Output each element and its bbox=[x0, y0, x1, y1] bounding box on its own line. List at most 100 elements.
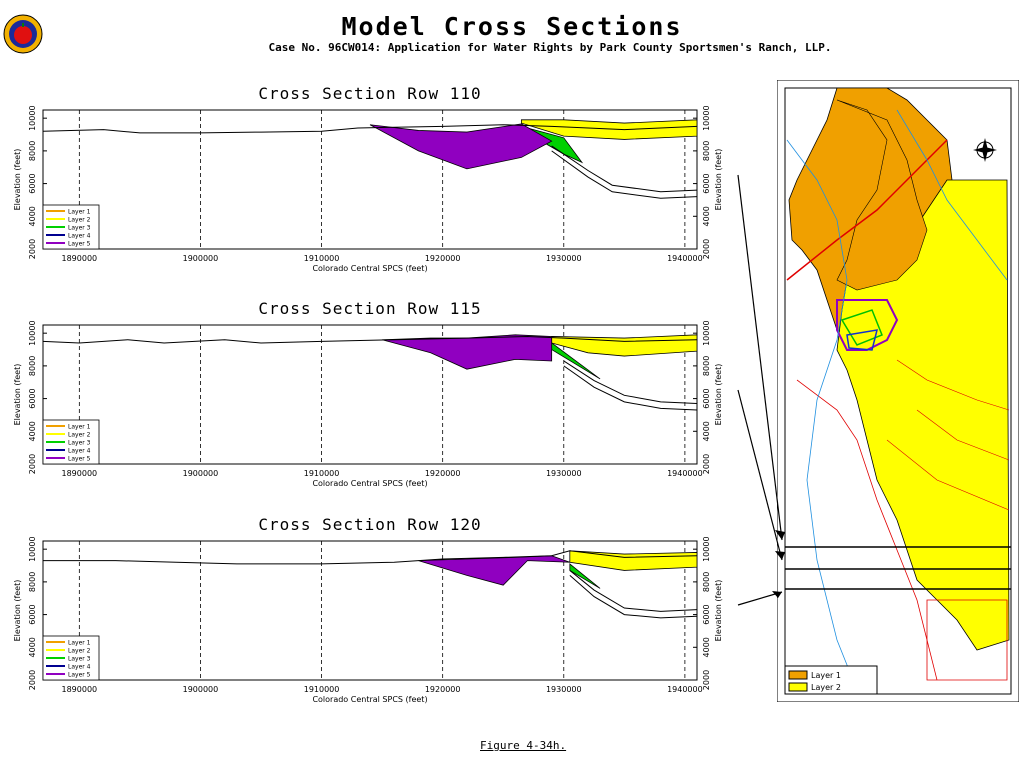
x-tick-label: 1900000 bbox=[183, 685, 219, 694]
map-legend-label: Layer 1 bbox=[811, 671, 841, 680]
y-axis-label-right: Elevation (feet) bbox=[714, 580, 723, 642]
layer-base-line bbox=[551, 145, 698, 193]
layer-2-region bbox=[836, 179, 1010, 651]
cross-section-chart-120: 1890000 1900000 1910000 1920000 1930000 19400… bbox=[13, 536, 723, 704]
layer-base-line bbox=[569, 574, 698, 619]
figure-caption: Figure 4-34h. bbox=[480, 739, 567, 752]
x-tick-label: 1920000 bbox=[425, 685, 461, 694]
cross-section-panel-115: Cross Section Row 115 1890000 1900000 1910… bbox=[0, 297, 760, 497]
x-tick-label: 1940000 bbox=[667, 254, 703, 263]
y-tick-label-right: 2000 bbox=[702, 670, 711, 690]
x-tick-label: 1900000 bbox=[183, 469, 219, 478]
north-arrow-icon bbox=[973, 138, 997, 162]
y-tick-label: 4000 bbox=[28, 421, 37, 441]
y-tick-label-right: 4000 bbox=[702, 206, 711, 226]
map-legend-label: Layer 2 bbox=[811, 683, 841, 692]
layer-3-area bbox=[569, 563, 601, 589]
legend-label: Layer 2 bbox=[68, 648, 91, 655]
legend-label: Layer 5 bbox=[68, 456, 91, 463]
legend-label: Layer 5 bbox=[68, 241, 91, 248]
x-tick-label: 1940000 bbox=[667, 469, 703, 478]
x-tick-label: 1910000 bbox=[304, 685, 340, 694]
x-tick-label: 1900000 bbox=[183, 254, 219, 263]
y-tick-label: 10000 bbox=[28, 536, 37, 561]
legend-label: Layer 4 bbox=[68, 664, 91, 671]
x-axis-label: Colorado Central SPCS (feet) bbox=[312, 479, 427, 488]
layer-base-line bbox=[563, 360, 698, 404]
x-tick-label: 1920000 bbox=[425, 469, 461, 478]
y-tick-label-right: 6000 bbox=[702, 388, 711, 408]
legend-label: Layer 3 bbox=[68, 225, 91, 232]
y-axis-label: Elevation (feet) bbox=[13, 149, 22, 211]
x-tick-label: 1910000 bbox=[304, 254, 340, 263]
layer-base-line bbox=[569, 570, 698, 612]
y-tick-label: 8000 bbox=[28, 572, 37, 592]
x-tick-label: 1920000 bbox=[425, 254, 461, 263]
y-axis-label: Elevation (feet) bbox=[13, 364, 22, 426]
y-tick-label: 6000 bbox=[28, 388, 37, 408]
x-tick-label: 1910000 bbox=[304, 469, 340, 478]
y-tick-label-right: 10000 bbox=[702, 536, 711, 561]
x-tick-label: 1930000 bbox=[546, 469, 582, 478]
y-tick-label: 10000 bbox=[28, 320, 37, 345]
layer-base-line bbox=[551, 150, 698, 199]
y-tick-label-right: 4000 bbox=[702, 421, 711, 441]
cross-section-title: Cross Section Row 115 bbox=[258, 299, 482, 318]
y-tick-label-right: 6000 bbox=[702, 604, 711, 624]
ground-surface-line bbox=[42, 335, 698, 344]
legend-label: Layer 2 bbox=[68, 217, 91, 224]
y-tick-label-right: 8000 bbox=[702, 141, 711, 161]
ground-surface-line bbox=[42, 124, 698, 134]
y-axis-label: Elevation (feet) bbox=[13, 580, 22, 642]
x-tick-label: 1890000 bbox=[62, 469, 98, 478]
layer-2-area bbox=[520, 119, 698, 140]
legend-label: Layer 4 bbox=[68, 448, 91, 455]
y-tick-label-right: 8000 bbox=[702, 356, 711, 376]
y-axis-label-right: Elevation (feet) bbox=[714, 364, 723, 426]
y-tick-label: 10000 bbox=[28, 105, 37, 130]
y-tick-label: 4000 bbox=[28, 206, 37, 226]
map-legend: Layer 1 Layer 2 bbox=[784, 665, 878, 695]
y-tick-label: 2000 bbox=[28, 670, 37, 690]
layer-5-area bbox=[369, 123, 553, 170]
y-axis-label-right: Elevation (feet) bbox=[714, 149, 723, 211]
y-tick-label-right: 2000 bbox=[702, 239, 711, 259]
y-tick-label-right: 4000 bbox=[702, 637, 711, 657]
legend-label: Layer 3 bbox=[68, 440, 91, 447]
logo-seal-icon bbox=[3, 14, 43, 54]
legend-label: Layer 4 bbox=[68, 233, 91, 240]
page-title: Model Cross Sections bbox=[341, 12, 683, 41]
cross-section-chart-110: 1890000 1900000 1910000 1920000 1930000 19400… bbox=[13, 105, 723, 273]
legend-label: Layer 1 bbox=[68, 209, 91, 216]
x-axis-label: Colorado Central SPCS (feet) bbox=[312, 264, 427, 273]
legend-label: Layer 5 bbox=[68, 672, 91, 679]
y-tick-label-right: 10000 bbox=[702, 105, 711, 130]
x-tick-label: 1930000 bbox=[546, 685, 582, 694]
outline-feature bbox=[836, 299, 899, 351]
y-tick-label-right: 8000 bbox=[702, 572, 711, 592]
x-tick-label: 1940000 bbox=[667, 685, 703, 694]
layer-5-area bbox=[418, 555, 570, 586]
x-tick-label: 1930000 bbox=[546, 254, 582, 263]
y-tick-label-right: 10000 bbox=[702, 320, 711, 345]
legend-label: Layer 3 bbox=[68, 656, 91, 663]
ground-surface-line bbox=[43, 550, 698, 565]
y-tick-label: 2000 bbox=[28, 239, 37, 259]
y-tick-label: 2000 bbox=[28, 454, 37, 474]
y-tick-label-right: 6000 bbox=[702, 173, 711, 193]
cross-section-panel-110: Cross Section Row 110 1890000 1900000 1910… bbox=[0, 82, 760, 282]
page-subtitle: Case No. 96CW014: Application for Water … bbox=[268, 41, 832, 54]
cross-section-panel-120: Cross Section Row 120 1890000 1900000 1910… bbox=[0, 513, 760, 713]
legend-label: Layer 1 bbox=[68, 424, 91, 431]
y-tick-label: 4000 bbox=[28, 637, 37, 657]
legend-label: Layer 1 bbox=[68, 640, 91, 647]
y-tick-label: 6000 bbox=[28, 173, 37, 193]
x-tick-label: 1890000 bbox=[62, 254, 98, 263]
y-tick-label: 8000 bbox=[28, 141, 37, 161]
cross-section-chart-115: 1890000 1900000 1910000 1920000 1930000 19400… bbox=[13, 320, 723, 488]
legend-label: Layer 2 bbox=[68, 432, 91, 439]
x-tick-label: 1890000 bbox=[62, 685, 98, 694]
